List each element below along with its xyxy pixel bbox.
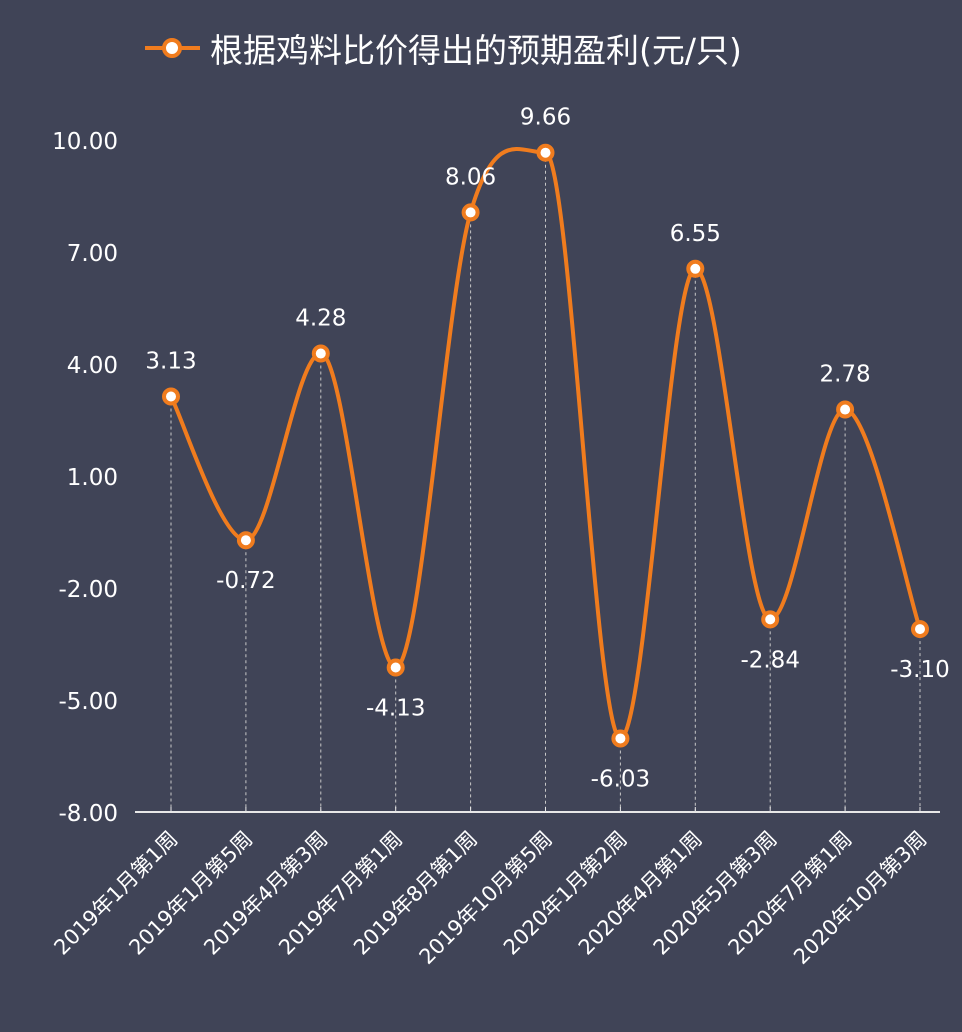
data-point[interactable] [611,729,630,748]
y-tick-label: 7.00 [67,241,118,267]
x-tick-label: 2019年10月第5周 [415,827,558,970]
y-tick-label: 4.00 [67,353,118,379]
data-point[interactable] [162,387,180,406]
y-tick-label: 10.00 [52,129,118,155]
y-tick-label: -2.00 [58,577,118,603]
data-point[interactable] [386,658,405,677]
data-point[interactable] [836,400,855,419]
data-label: 6.55 [670,221,721,247]
data-label: -4.13 [366,696,426,722]
chart-title: 根据鸡料比价得出的预期盈利(元/只) [210,31,742,70]
data-point[interactable] [236,531,255,550]
y-axis: 10.00 7.00 4.00 1.00 -2.00 -5.00 -8.00 [52,129,118,827]
y-tick-label: 1.00 [67,465,118,491]
y-tick-label: -5.00 [58,689,118,715]
legend-marker [162,38,182,58]
data-label: 9.66 [520,105,571,131]
data-label: -2.84 [740,647,800,673]
data-point[interactable] [911,620,929,639]
data-label: -3.10 [890,657,950,683]
x-tick-label: 2019年1月第1周 [49,827,182,960]
data-label: 4.28 [295,306,346,332]
data-label: 2.78 [819,362,870,388]
data-point[interactable] [761,610,780,629]
x-tick-label: 2020年10月第3周 [789,827,932,970]
data-point[interactable] [686,259,705,278]
x-axis: 2019年1月第1周2019年1月第5周2019年4月第3周2019年7月第1周… [49,827,931,970]
data-label: 3.13 [145,348,196,374]
data-point[interactable] [536,143,555,162]
y-tick-label: -8.00 [58,801,118,827]
data-label: -0.72 [216,568,276,594]
data-point[interactable] [311,344,330,363]
data-point[interactable] [461,203,480,222]
data-label: -6.03 [591,766,651,792]
data-label: 8.06 [445,164,496,190]
legend[interactable]: 根据鸡料比价得出的预期盈利(元/只) [145,31,742,70]
